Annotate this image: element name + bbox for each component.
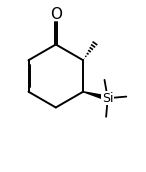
Text: Si: Si (102, 92, 113, 105)
Text: O: O (50, 7, 62, 22)
Polygon shape (83, 92, 108, 100)
